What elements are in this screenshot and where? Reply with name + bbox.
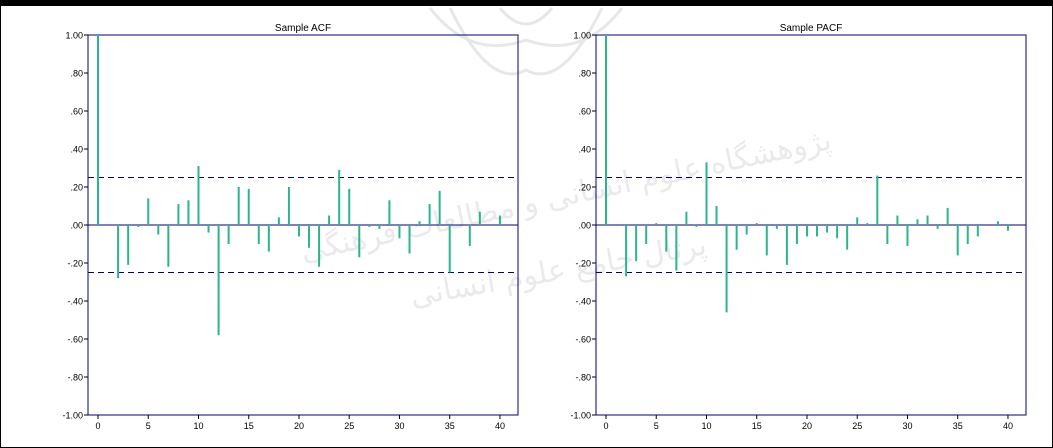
pacf-y-tick-label: .60 — [578, 107, 591, 117]
acf-y-tick-label: .00 — [70, 221, 83, 231]
pacf-y-tick-label: -.60 — [575, 335, 591, 345]
pacf-chart: Sample PACF 1.00 .80 .60 .40 .20 .00 -.20 -.40 -.… — [570, 23, 1027, 431]
acf-x-tick-label: 20 — [294, 421, 304, 431]
pacf-y-tick-label: .20 — [578, 183, 591, 193]
acf-x-tick-label: 35 — [445, 421, 455, 431]
pacf-x-tick-label: 25 — [852, 421, 862, 431]
pacf-y-tick-label: 1.00 — [573, 31, 591, 41]
pacf-x-tick-label: 0 — [603, 421, 608, 431]
acf-y-tick-label: .20 — [70, 183, 83, 193]
acf-chart: Sample ACF 1.00 .80 .60 .40 .20 .00 -.20 -.40 -.6… — [62, 23, 519, 431]
acf-y-tick-label: -.40 — [67, 297, 83, 307]
acf-x-tick-label: 25 — [344, 421, 354, 431]
acf-x-tick-label: 10 — [193, 421, 203, 431]
acf-y-tick-label: -.20 — [67, 259, 83, 269]
pacf-y-tick-label: .80 — [578, 69, 591, 79]
pacf-y-tick-label: -1.00 — [570, 411, 591, 421]
acf-x-tick-label: 30 — [394, 421, 404, 431]
pacf-x-tick-label: 30 — [902, 421, 912, 431]
acf-y-tick-label: 1.00 — [65, 31, 83, 41]
acf-title: Sample ACF — [275, 23, 331, 34]
acf-x-tick-label: 0 — [95, 421, 100, 431]
acf-x-tick-label: 5 — [146, 421, 151, 431]
acf-x-tick-label: 40 — [495, 421, 505, 431]
pacf-x-tick-label: 5 — [654, 421, 659, 431]
acf-y-tick-label: -1.00 — [62, 411, 83, 421]
acf-x-tick-label: 15 — [244, 421, 254, 431]
pacf-y-tick-label: -.40 — [575, 297, 591, 307]
pacf-y-tick-label: .40 — [578, 145, 591, 155]
acf-y-tick-label: .40 — [70, 145, 83, 155]
acf-y-tick-label: -.80 — [67, 373, 83, 383]
pacf-title: Sample PACF — [780, 23, 843, 34]
pacf-y-tick-label: -.20 — [575, 259, 591, 269]
acf-y-tick-label: .80 — [70, 69, 83, 79]
pacf-y-tick-label: -.80 — [575, 373, 591, 383]
pacf-x-tick-label: 10 — [701, 421, 711, 431]
acf-y-tick-label: -.60 — [67, 335, 83, 345]
pacf-x-tick-label: 15 — [752, 421, 762, 431]
pacf-x-tick-label: 20 — [802, 421, 812, 431]
pacf-x-tick-label: 40 — [1003, 421, 1013, 431]
watermark-emblem-icon — [428, 7, 624, 76]
pacf-x-tick-label: 35 — [953, 421, 963, 431]
pacf-y-tick-label: .00 — [578, 221, 591, 231]
acf-y-tick-label: .60 — [70, 107, 83, 117]
